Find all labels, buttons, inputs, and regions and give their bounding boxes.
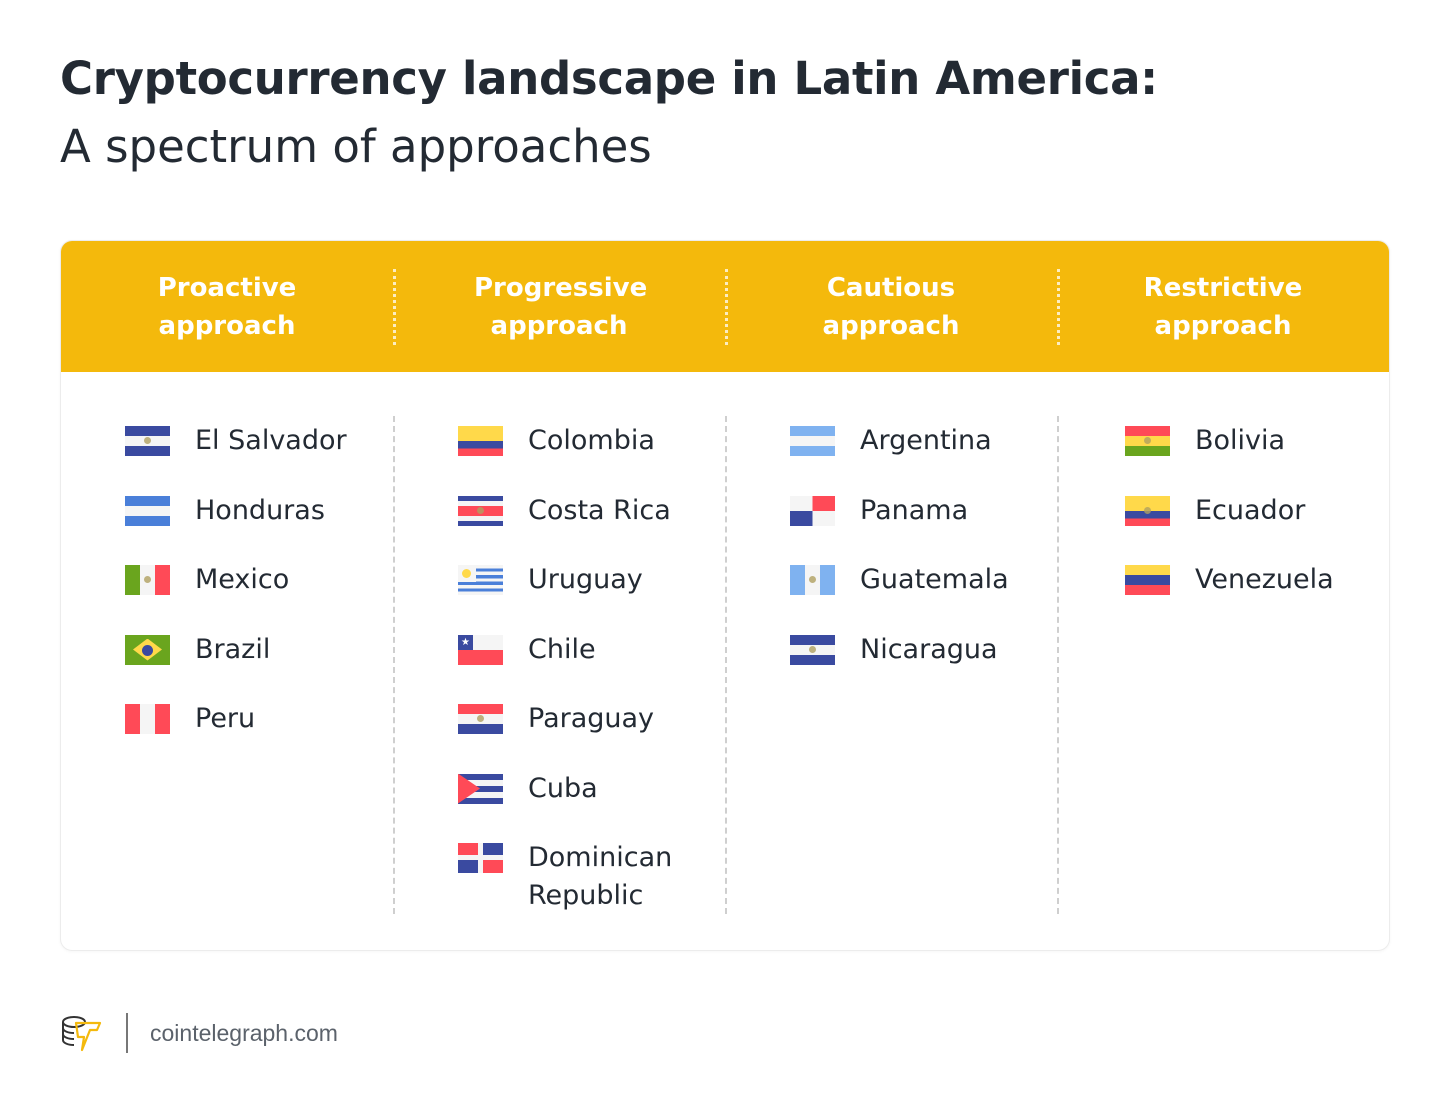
country-name: Nicaragua <box>860 633 998 665</box>
flag-mx-icon <box>125 565 170 595</box>
country-column: Argentina Panama Guatemala Nicaragua <box>725 372 1057 950</box>
column-heading-label: Cautious approach <box>822 272 960 341</box>
country-item: Nicaragua <box>725 621 1057 691</box>
column-heading: Proactive approach <box>61 241 393 372</box>
flag-pa-icon <box>790 495 835 526</box>
country-item: Paraguay <box>393 690 725 760</box>
country-item: Brazil <box>61 621 393 691</box>
flag-ec-icon <box>1125 495 1170 526</box>
flag-cl-icon <box>458 634 503 665</box>
country-name: El Salvador <box>195 425 347 456</box>
country-item: Chile <box>393 621 725 691</box>
country-item: Dominican Republic <box>393 829 725 911</box>
country-name: Bolivia <box>1195 425 1286 456</box>
country-name: Honduras <box>195 494 325 526</box>
country-item: Costa Rica <box>393 482 725 552</box>
page-subtitle: A spectrum of approaches <box>60 120 652 173</box>
column-heading: Restrictive approach <box>1057 241 1389 372</box>
footer-divider <box>126 1013 128 1053</box>
country-item: Colombia <box>393 412 725 482</box>
country-item: El Salvador <box>61 412 393 482</box>
flag-hn-icon <box>125 495 170 526</box>
country-column: El Salvador Honduras Mexico Brazil Peru <box>61 372 393 950</box>
site-url: cointelegraph.com <box>150 1019 338 1046</box>
column-heading-label: Proactive approach <box>157 272 297 341</box>
country-name: Chile <box>528 633 596 665</box>
cointelegraph-logo-icon <box>62 1016 102 1052</box>
flag-gt-icon <box>790 565 835 595</box>
flag-ve-icon <box>1125 565 1170 595</box>
country-column: Colombia Costa Rica Uruguay Chile Paraguay Cu… <box>393 372 725 950</box>
column-heading-label: Restrictive approach <box>1143 272 1303 341</box>
flag-co-icon <box>458 426 503 456</box>
country-name: Dominican Republic <box>528 842 673 911</box>
country-item: Cuba <box>393 760 725 830</box>
country-name: Colombia <box>528 425 655 456</box>
country-name: Costa Rica <box>528 494 671 526</box>
country-name: Uruguay <box>528 564 643 595</box>
country-item: Uruguay <box>393 551 725 621</box>
country-item: Peru <box>61 690 393 760</box>
country-name: Guatemala <box>860 564 1009 595</box>
table-body: El Salvador Honduras Mexico Brazil Peru Colom… <box>61 372 1389 950</box>
flag-cr-icon <box>458 495 503 526</box>
country-name: Peru <box>195 703 256 734</box>
country-name: Argentina <box>860 425 992 456</box>
approaches-table: Proactive approach Progressive approach Ca… <box>60 240 1390 951</box>
flag-pe-icon <box>125 704 170 734</box>
column-heading-label: Progressive approach <box>474 272 648 341</box>
country-name: Venezuela <box>1195 564 1334 595</box>
country-name: Brazil <box>195 633 271 665</box>
country-item: Venezuela <box>1057 551 1389 621</box>
flag-cu-icon <box>458 773 503 804</box>
flag-sv-icon <box>125 426 170 456</box>
country-name: Panama <box>860 494 969 526</box>
footer: cointelegraph.com <box>60 1012 338 1054</box>
flag-do-icon <box>458 843 503 873</box>
flag-br-icon <box>125 634 170 665</box>
country-name: Ecuador <box>1195 494 1306 526</box>
country-item: Honduras <box>61 482 393 552</box>
country-item: Guatemala <box>725 551 1057 621</box>
flag-uy-icon <box>458 565 503 595</box>
country-item: Mexico <box>61 551 393 621</box>
country-column: Bolivia Ecuador Venezuela <box>1057 372 1389 950</box>
flag-py-icon <box>458 704 503 734</box>
country-item: Panama <box>725 482 1057 552</box>
page-title: Cryptocurrency landscape in Latin Americ… <box>60 52 1158 105</box>
country-item: Ecuador <box>1057 482 1389 552</box>
flag-ar-icon <box>790 426 835 456</box>
column-heading: Progressive approach <box>393 241 725 372</box>
column-heading: Cautious approach <box>725 241 1057 372</box>
flag-ni-icon <box>790 634 835 665</box>
table-header: Proactive approach Progressive approach Ca… <box>61 241 1389 372</box>
country-name: Mexico <box>195 564 290 595</box>
flag-bo-icon <box>1125 426 1170 456</box>
country-item: Bolivia <box>1057 412 1389 482</box>
country-name: Cuba <box>528 772 598 804</box>
country-name: Paraguay <box>528 703 655 734</box>
country-item: Argentina <box>725 412 1057 482</box>
